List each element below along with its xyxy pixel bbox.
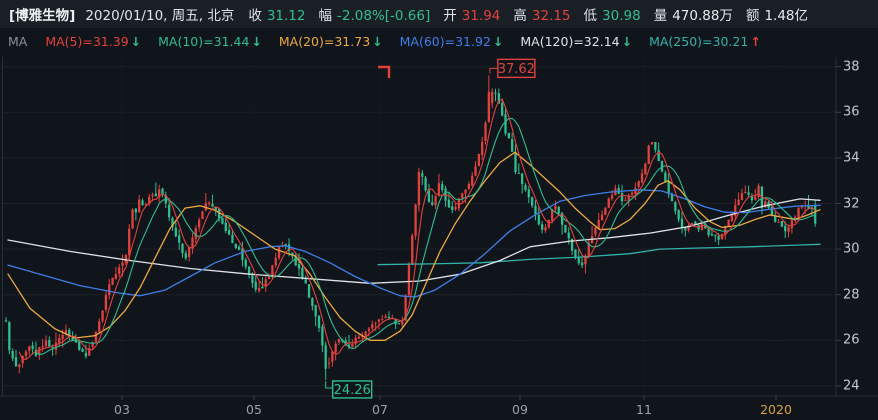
y-axis-label: 36 (843, 104, 860, 120)
quote-field-label: 额 (745, 8, 760, 24)
arrow-up-icon: ↑ (750, 33, 761, 49)
x-axis-label: 05 (246, 402, 262, 417)
arrow-down-icon: ↓ (130, 33, 142, 49)
y-axis-label: 28 (843, 287, 860, 303)
ma-legend-item: MA(250)=30.21 ↑ (649, 34, 761, 49)
arrow-down-icon: ↓ (251, 33, 262, 49)
quote-field-收: 收 31.12 (248, 4, 305, 24)
y-axis-label: 32 (843, 196, 860, 211)
quote-field-value: 31.94 (461, 8, 501, 24)
quote-field-label: 低 (583, 8, 598, 24)
axis-frame (0, 57, 878, 400)
quote-field-value: 32.15 (531, 8, 571, 24)
stock-name: [博雅生物] (9, 8, 76, 24)
candlestick-series (4, 75, 817, 380)
quote-header: [博雅生物] 2020/01/10, 周五, 北京 收 31.12 幅 -2.08%[… (0, 0, 878, 28)
ma-legend-item: MA(60)=31.92 ↓ (400, 34, 504, 49)
quote-field-幅: 幅 -2.08%[-0.66] (318, 4, 430, 24)
ma-legend-text: MA(20)=31.73 (278, 33, 371, 49)
y-axis-label: 24 (843, 378, 860, 394)
quote-field-value: 1.48亿 (764, 8, 808, 24)
quote-field-label: 高 (513, 8, 527, 24)
quote-field-开: 开 31.94 (443, 4, 500, 24)
grid (2, 57, 836, 396)
ma-legend-text: MA(5)=31.39 (45, 33, 129, 49)
ma-legend-item: MA(120)=32.14 ↓ (520, 34, 632, 49)
quote-field-label: 幅 (318, 8, 332, 24)
low-price-label (331, 380, 373, 399)
ma-legend-item: MA(20)=31.73 ↓ (279, 34, 383, 49)
y-axis-label: 34 (843, 150, 860, 166)
quote-field-额: 额 1.48亿 (746, 4, 808, 24)
arrow-down-icon: ↓ (372, 33, 383, 49)
high-price-text: 37.62 (498, 62, 535, 77)
quote-field-value: 30.98 (602, 8, 641, 24)
ma-legend-text: MA(60)=31.92 (399, 33, 491, 49)
x-axis-label: 2020 (760, 402, 792, 417)
ma-prefix-label: MA (8, 33, 28, 49)
ma-legend-text: MA(120)=32.14 (520, 33, 620, 49)
low-price-text: 24.26 (334, 383, 371, 398)
y-axis-label: 38 (843, 59, 860, 75)
quote-date: 2020/01/10, 周五, 北京 (85, 8, 235, 24)
ma-legend-text: MA(10)=31.44 (158, 33, 250, 49)
quote-field-label: 开 (443, 8, 457, 24)
ma-legend: MA MA(5)=31.39 ↓ MA(10)=31.44 ↓ MA(20)=31.73… (0, 28, 878, 54)
annotations: 37.62 24.26 (325, 58, 536, 399)
arrow-down-icon: ↓ (492, 33, 504, 49)
ma-legend-item: MA(10)=31.44 ↓ (158, 34, 262, 49)
high-price-label (497, 58, 536, 79)
quote-field-label: 收 (248, 8, 262, 24)
arrow-down-icon: ↓ (621, 33, 633, 49)
x-axis-label: 11 (636, 402, 652, 417)
x-axis-label: 09 (512, 402, 528, 417)
quote-field-量: 量 470.88万 (654, 4, 733, 24)
corner-mark-icon (378, 65, 391, 78)
ma-legend-text: MA(250)=30.21 (649, 33, 749, 49)
y-axis-label: 26 (843, 332, 860, 348)
quote-field-高: 高 32.15 (513, 4, 570, 24)
ma-legend-item: MA(5)=31.39 ↓ (45, 34, 141, 49)
quote-field-value: 31.12 (266, 8, 306, 24)
x-axis-label: 03 (114, 402, 130, 417)
x-axis-label: 07 (372, 402, 388, 417)
quote-field-低: 低 30.98 (584, 4, 641, 24)
quote-field-value: -2.08%[-0.66] (336, 8, 431, 24)
quote-field-value: 470.88万 (672, 8, 733, 24)
y-axis-label: 30 (843, 241, 860, 257)
quote-field-label: 量 (653, 8, 668, 24)
